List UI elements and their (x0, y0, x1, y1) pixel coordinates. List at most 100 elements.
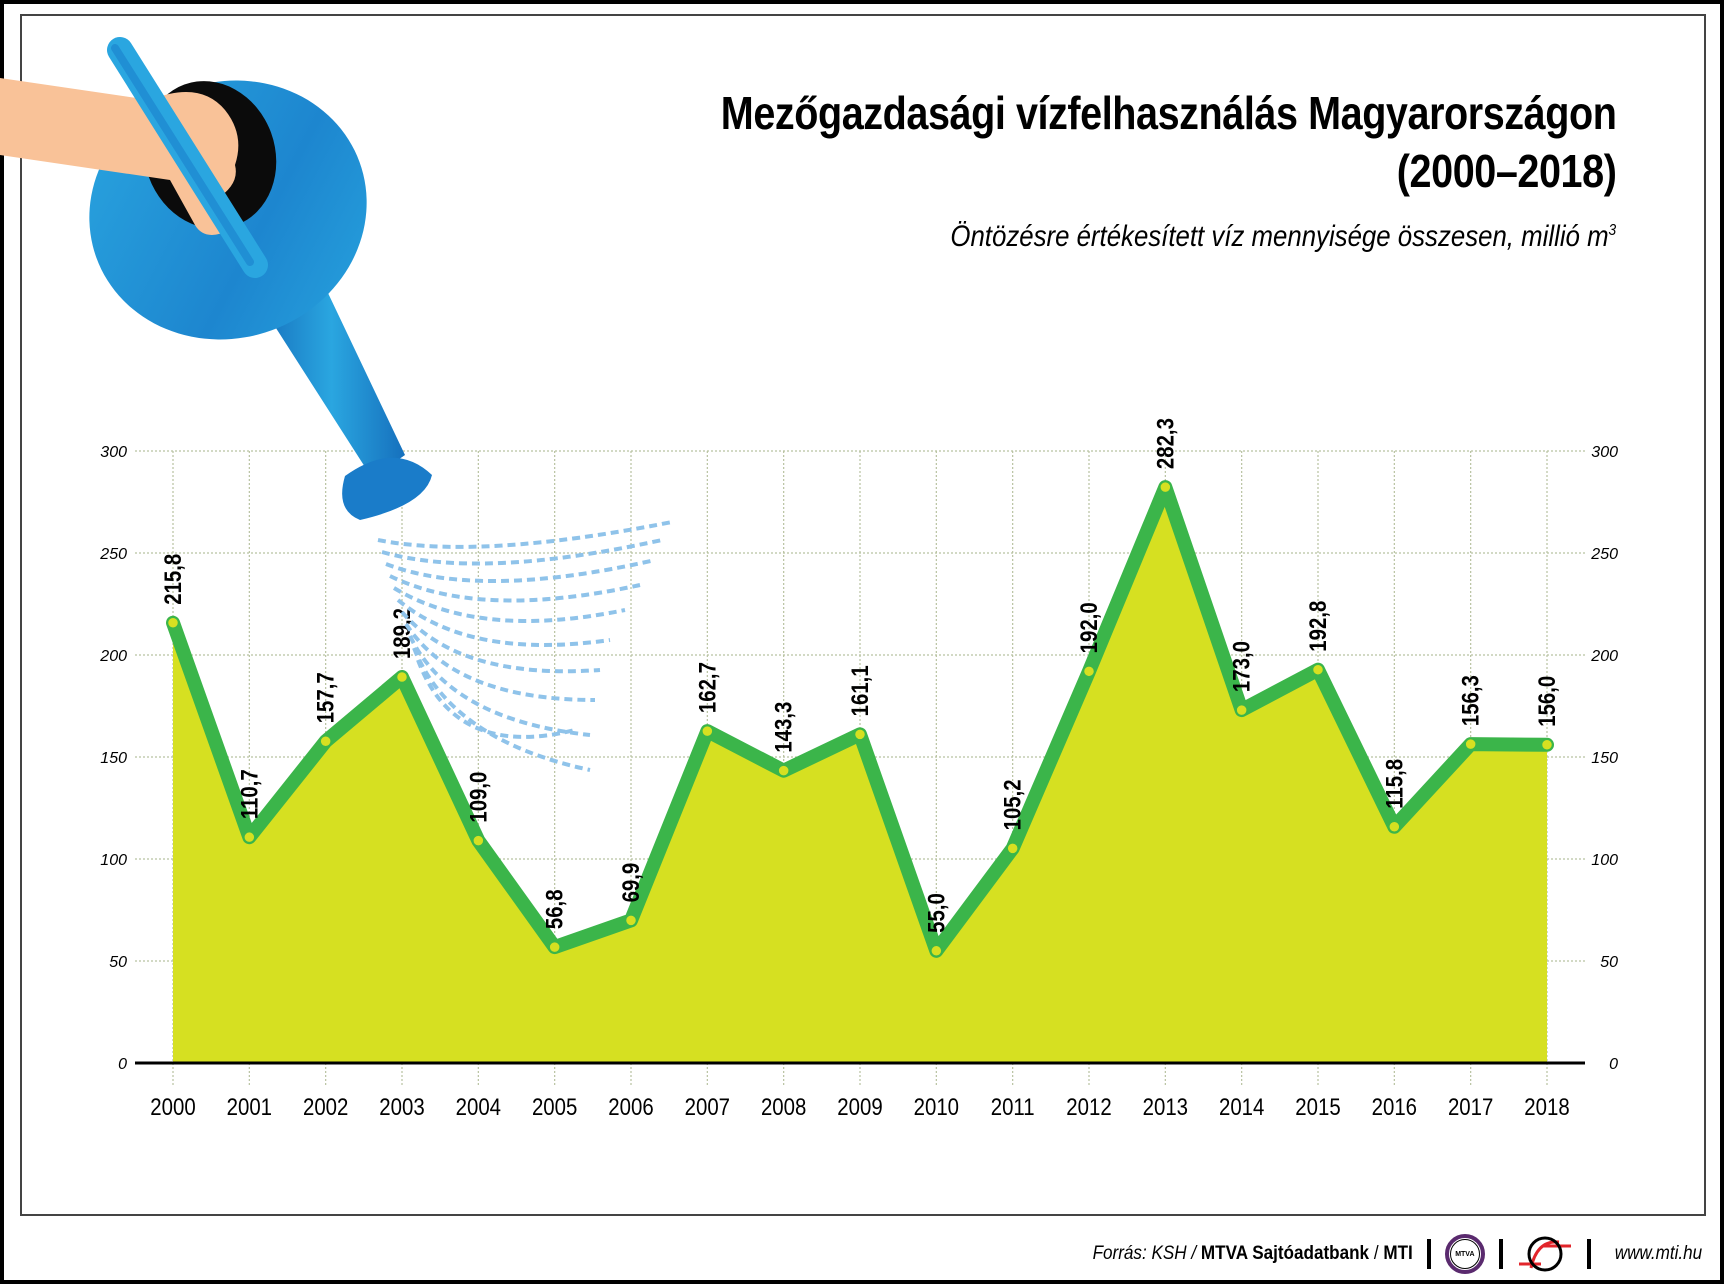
y-tick-label: 150 (100, 750, 127, 767)
spout-icon (258, 272, 405, 478)
divider (1426, 1239, 1431, 1269)
y-tick-label: 250 (99, 546, 127, 563)
mti-logo-icon (1518, 1236, 1571, 1272)
data-value-label: 143,3 (770, 702, 797, 753)
data-point (1464, 737, 1477, 751)
x-tick-label: 2012 (1066, 1093, 1111, 1120)
watering-can-illustration (0, 37, 673, 772)
y-tick-label: 150 (1591, 750, 1618, 767)
subtitle-superscript: 3 (1608, 222, 1616, 239)
area-polygon (173, 487, 1547, 1063)
y-tick-label: 300 (1591, 444, 1618, 461)
x-tick-label: 2002 (303, 1093, 348, 1120)
title-line-2: (2000–2018) (1396, 145, 1616, 197)
mtva-logo: MTVA (1444, 1234, 1485, 1274)
data-point (1006, 842, 1019, 855)
water-spray-icon (377, 520, 673, 772)
y-tick-label: 200 (99, 648, 127, 665)
mtva-logo-text: MTVA (1449, 1239, 1480, 1269)
data-point (395, 670, 409, 684)
source-prefix: Forrás: KSH / (1092, 1243, 1201, 1264)
data-point (1540, 738, 1554, 752)
chart-title: Mezőgazdasági vízfelhasználás Magyarorsz… (720, 84, 1616, 200)
data-value-label: 282,3 (1152, 418, 1179, 469)
data-value-label: 192,8 (1304, 601, 1331, 652)
source-mti: MTI (1383, 1243, 1413, 1264)
subtitle-text: Öntözésre értékesített víz mennyisége ös… (950, 220, 1609, 253)
data-value-label: 109,0 (465, 772, 492, 823)
data-point (1235, 703, 1248, 717)
area-fill (135, 487, 1585, 1065)
x-tick-label: 2008 (761, 1093, 806, 1120)
data-value-label: 110,7 (236, 769, 263, 819)
x-tick-label: 2003 (379, 1093, 424, 1120)
data-point (319, 735, 332, 748)
data-point (548, 940, 561, 954)
data-value-label: 189,2 (388, 608, 415, 659)
x-axis: 2000 2001 2002 2003 2004 2005 2006 2007 2008 2009… (150, 1093, 1569, 1120)
divider (1586, 1239, 1591, 1269)
data-point (1159, 480, 1172, 494)
x-tick-label: 2011 (991, 1093, 1035, 1120)
x-tick-label: 2018 (1524, 1093, 1569, 1120)
data-value-labels: 215,8 110,7 157,7 189,2 109,0 56,8 69,9 162,7 14… (159, 418, 1560, 933)
x-tick-label: 2016 (1372, 1093, 1417, 1120)
data-point (1388, 820, 1401, 834)
source-mtva: MTVA Sajtóadatbank (1200, 1243, 1370, 1264)
data-point (472, 834, 485, 847)
spout-head-icon (342, 457, 432, 520)
x-tick-label: 2015 (1295, 1093, 1340, 1120)
website-link[interactable]: www.mti.hu (1614, 1243, 1702, 1264)
divider (1498, 1239, 1503, 1269)
x-tick-label: 2017 (1448, 1093, 1493, 1120)
hand-icon (0, 78, 239, 235)
x-tick-label: 2009 (837, 1093, 882, 1120)
x-tick-label: 2006 (608, 1093, 653, 1120)
data-value-label: 157,7 (312, 672, 339, 723)
x-tick-label: 2004 (456, 1093, 501, 1120)
data-point (166, 616, 180, 630)
y-tick-label: 100 (1591, 852, 1618, 869)
source-separator: / (1369, 1243, 1384, 1264)
data-point (1082, 665, 1096, 678)
data-point (1311, 663, 1325, 676)
y-tick-label: 50 (1600, 954, 1618, 971)
chart-frame (20, 14, 1706, 1216)
data-value-label: 105,2 (999, 779, 1026, 830)
data-value-label: 115,8 (1381, 759, 1408, 809)
x-tick-label: 2000 (150, 1093, 195, 1120)
data-value-label: 56,8 (541, 889, 568, 929)
chart-subtitle: Öntözésre értékesített víz mennyisége ös… (950, 220, 1616, 254)
x-tick-label: 2010 (914, 1093, 959, 1120)
data-point (777, 764, 790, 777)
data-value-label: 69,9 (617, 863, 644, 903)
data-value-label: 156,0 (1533, 676, 1560, 727)
data-value-label: 156,3 (1457, 675, 1484, 726)
x-tick-label: 2001 (227, 1093, 272, 1120)
y-tick-label: 0 (1609, 1056, 1618, 1073)
data-value-label: 162,7 (694, 662, 721, 713)
data-point (624, 914, 638, 927)
y-axis-right: 0 50 100 150 200 250 300 (1590, 444, 1618, 1073)
x-tick-label: 2007 (685, 1093, 730, 1120)
data-value-label: 55,0 (923, 893, 950, 933)
x-tick-label: 2014 (1219, 1093, 1264, 1120)
data-value-label: 173,0 (1228, 641, 1255, 692)
y-tick-label: 100 (100, 852, 127, 869)
data-point (243, 830, 256, 844)
data-markers (166, 480, 1554, 958)
y-tick-label: 300 (100, 444, 127, 461)
source-credit: Forrás: KSH / MTVA Sajtóadatbank / MTI (1093, 1243, 1413, 1265)
footer: Forrás: KSH / MTVA Sajtóadatbank / MTI M… (1057, 1234, 1702, 1274)
y-axis-left: 0 50 100 150 200 250 300 (99, 444, 127, 1073)
y-tick-label: 200 (1590, 648, 1618, 665)
data-point (701, 724, 714, 738)
y-tick-label: 50 (109, 954, 127, 971)
title-line-1: Mezőgazdasági vízfelhasználás Magyarorsz… (720, 87, 1616, 139)
data-value-label: 192,0 (1075, 602, 1102, 653)
x-tick-label: 2013 (1143, 1093, 1188, 1120)
data-point (930, 944, 943, 958)
y-tick-label: 0 (118, 1056, 127, 1073)
